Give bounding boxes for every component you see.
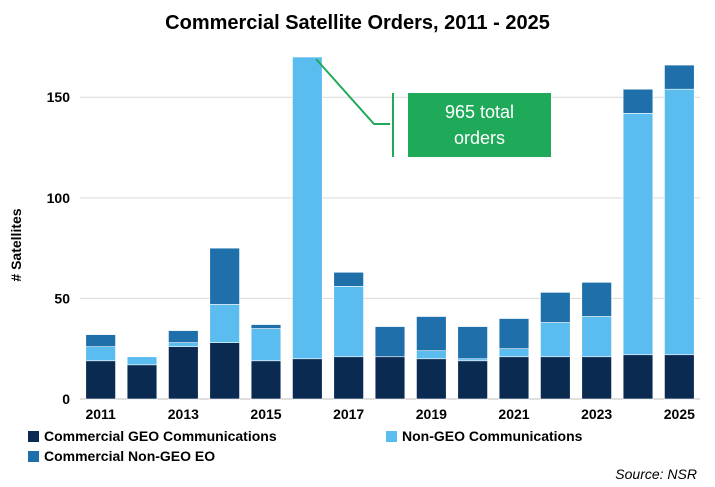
bar-segment: [458, 361, 488, 399]
source-note: Source: NSR: [615, 466, 697, 482]
bar-segment: [168, 343, 198, 347]
bars: [86, 57, 694, 399]
legend-label: Commercial GEO Communications: [44, 428, 277, 444]
bar-segment: [168, 347, 198, 399]
x-tick-label: 2023: [581, 406, 612, 422]
legend-swatch: [28, 431, 39, 442]
y-axis-label: # Satellites: [8, 190, 24, 300]
annotation-leader: [316, 59, 390, 124]
bar-segment: [664, 65, 694, 89]
bar-segment: [582, 282, 612, 316]
legend-swatch: [386, 431, 397, 442]
bar-segment: [540, 323, 570, 357]
bar-segment: [499, 357, 529, 399]
legend-swatch: [28, 451, 39, 462]
bar-segment: [334, 286, 364, 356]
y-tick-label: 0: [62, 391, 70, 407]
bar-segment: [582, 357, 612, 399]
x-tick-label: 2013: [168, 406, 199, 422]
annotation: 965 total orders: [316, 59, 551, 157]
legend-label: Non-GEO Communications: [402, 428, 582, 444]
bar-segment: [623, 355, 653, 399]
bar-segment: [251, 325, 281, 329]
bar-segment: [86, 347, 116, 361]
bar-segment: [375, 327, 405, 357]
bar-segment: [292, 359, 322, 399]
x-tick-label: 2015: [250, 406, 281, 422]
bar-segment: [251, 329, 281, 361]
annotation-text-line1: 965 total: [445, 102, 514, 122]
x-tick-label: 2019: [416, 406, 447, 422]
bar-segment: [210, 304, 240, 342]
bar-segment: [86, 335, 116, 347]
bar-segment: [251, 361, 281, 399]
bar-segment: [334, 272, 364, 286]
bar-segment: [127, 365, 157, 399]
bar-segment: [416, 317, 446, 351]
bar-segment: [540, 357, 570, 399]
bar-segment: [168, 331, 198, 343]
y-tick-label: 100: [47, 190, 71, 206]
bar-segment: [623, 89, 653, 113]
bar-segment: [210, 248, 240, 304]
legend-label: Commercial Non-GEO EO: [44, 448, 215, 464]
legend-item-non-geo-eo: Commercial Non-GEO EO: [28, 448, 215, 464]
bar-segment: [623, 113, 653, 354]
x-tick-label: 2011: [85, 406, 116, 422]
bar-segment: [334, 357, 364, 399]
y-tick-label: 150: [47, 89, 71, 105]
legend-item-non-geo-comms: Non-GEO Communications: [386, 428, 582, 444]
y-tick-label: 50: [54, 290, 70, 306]
bar-segment: [292, 57, 322, 359]
bar-segment: [375, 357, 405, 399]
legend-item-geo-comms: Commercial GEO Communications: [28, 428, 277, 444]
bar-segment: [664, 89, 694, 355]
x-tick-label: 2021: [498, 406, 529, 422]
bar-segment: [540, 292, 570, 322]
bar-segment: [582, 317, 612, 357]
bar-segment: [416, 359, 446, 399]
annotation-text-line2: orders: [454, 128, 505, 148]
bar-segment: [664, 355, 694, 399]
bar-segment: [86, 361, 116, 399]
bar-segment: [416, 351, 446, 359]
bar-segment: [127, 357, 157, 365]
bar-segment: [458, 327, 488, 359]
x-tick-label: 2025: [664, 406, 695, 422]
bar-segment: [458, 359, 488, 361]
bar-segment: [210, 343, 240, 399]
x-tick-label: 2017: [333, 406, 364, 422]
bar-segment: [499, 319, 529, 349]
bar-segment: [499, 349, 529, 357]
